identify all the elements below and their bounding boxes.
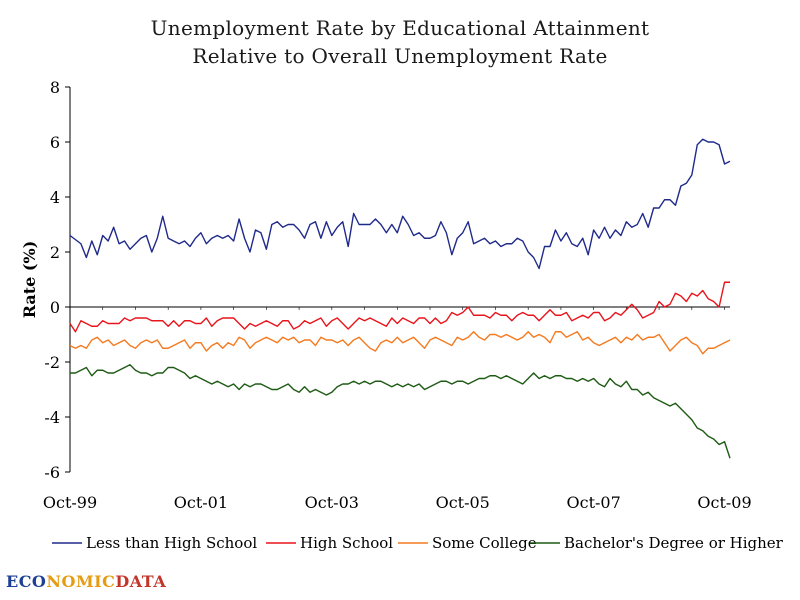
series-line-less-than-high-school (69, 138, 731, 270)
legend-label: Some College (432, 534, 537, 552)
y-tick-label: 2 (50, 243, 60, 262)
x-tick-label: Oct-07 (566, 493, 620, 512)
y-tick-label: -2 (44, 353, 60, 372)
series-line-bachelor-s-degree-or-higher (70, 364, 731, 459)
chart-title: Unemployment Rate by Educational Attainm… (150, 16, 650, 40)
series-line-some-college (69, 331, 731, 355)
series-line-high-school (69, 281, 730, 333)
y-tick-label: -4 (44, 408, 60, 427)
logo-part-eco: ECO (6, 572, 47, 591)
y-axis-label: Rate (%) (20, 241, 39, 319)
y-tick-label: 4 (50, 188, 60, 207)
chart-subtitle: Relative to Overall Unemployment Rate (192, 44, 608, 68)
x-tick-label: Oct-05 (436, 493, 490, 512)
x-tick-label: Oct-03 (305, 493, 359, 512)
legend-label: Bachelor's Degree or Higher (564, 534, 784, 552)
y-tick-label: 6 (50, 133, 60, 152)
legend-label: Less than High School (86, 534, 257, 552)
y-tick-label: 8 (50, 78, 60, 97)
x-tick-label: Oct-01 (174, 493, 228, 512)
econompicdata-logo: ECONOMICDATA (6, 572, 166, 591)
logo-part-nomic: NOMIC (46, 572, 116, 591)
legend-label: High School (300, 534, 393, 552)
logo-part-data: DATA (115, 572, 167, 591)
y-tick-label: -6 (44, 463, 60, 482)
x-tick-label: Oct-09 (697, 493, 751, 512)
x-tick-label: Oct-99 (43, 493, 97, 512)
y-tick-label: 0 (50, 298, 60, 317)
